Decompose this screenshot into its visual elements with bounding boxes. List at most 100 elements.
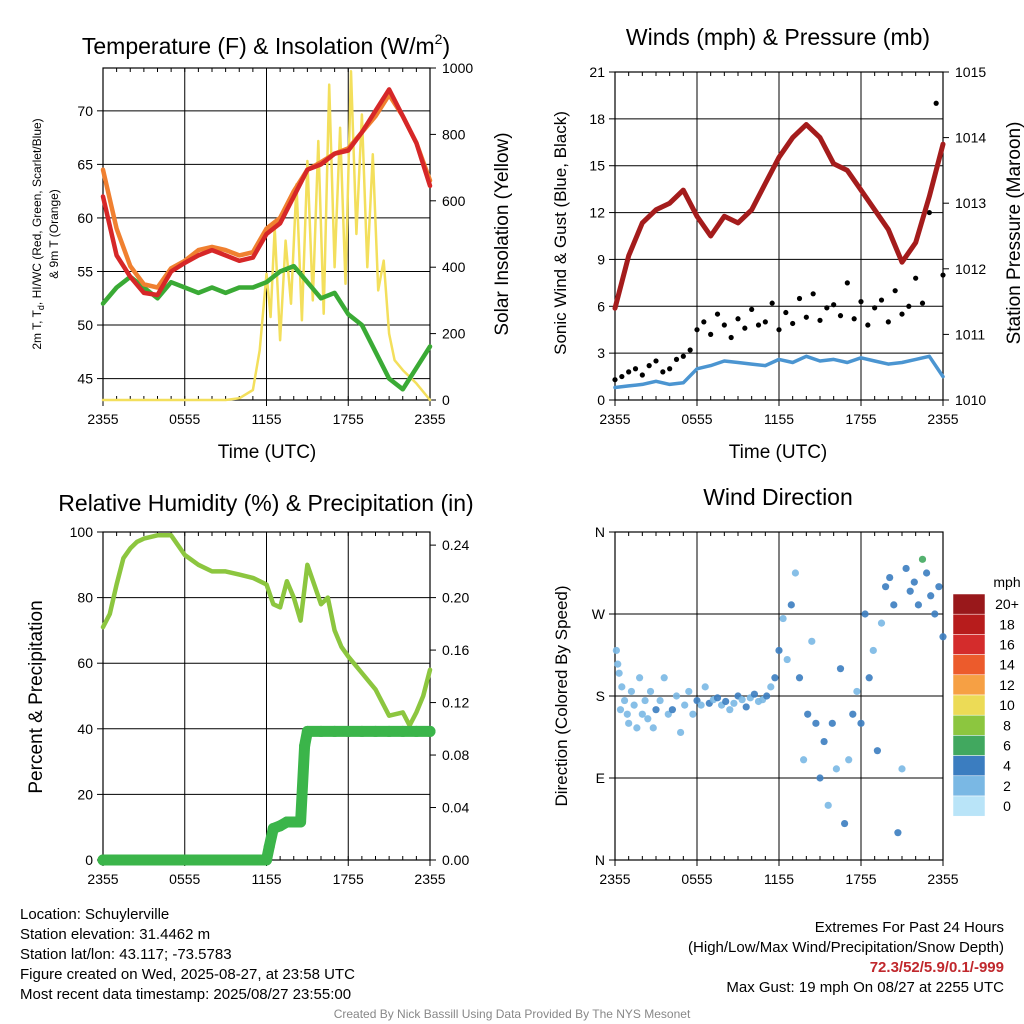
- precip-point: [410, 725, 422, 737]
- x-tick-label: 2355: [414, 411, 445, 427]
- precip-point: [383, 725, 395, 737]
- legend-label: 14: [999, 657, 1015, 673]
- direction-point: [927, 592, 935, 600]
- gust-point: [926, 209, 932, 216]
- y2-tick-label: 1014: [955, 130, 986, 146]
- gust-point: [626, 369, 632, 375]
- y-tick-label: 55: [77, 263, 93, 279]
- direction-point: [677, 728, 685, 737]
- legend-swatch: [952, 775, 986, 797]
- station-info: Location: Schuylerville Station elevatio…: [20, 905, 355, 1005]
- direction-point: [638, 710, 646, 718]
- gust-point: [667, 366, 673, 372]
- gust-point: [646, 363, 652, 369]
- direction-point: [616, 706, 625, 714]
- direction-point: [660, 674, 668, 682]
- y2-tick-label: 1010: [955, 392, 986, 408]
- direction-point: [738, 696, 746, 704]
- direction-point: [894, 829, 902, 837]
- plot-border: [614, 71, 944, 401]
- x-tick-label: 0555: [169, 411, 200, 427]
- gust-point: [653, 358, 659, 364]
- y-tick-label: 18: [589, 111, 605, 127]
- gust-point: [837, 313, 844, 319]
- x-tick-label: 2355: [599, 871, 630, 887]
- y-tick-label: 20: [77, 786, 93, 802]
- precip-point: [138, 854, 150, 866]
- y2-tick-label: 1015: [955, 64, 986, 80]
- precip-point: [356, 725, 368, 737]
- y2-tick-label: 1000: [442, 60, 473, 76]
- direction-point: [644, 715, 652, 723]
- precip-point: [397, 725, 409, 737]
- precip-point: [295, 816, 307, 828]
- y2-tick-label: 1011: [955, 326, 985, 342]
- y-tick-label: 50: [77, 317, 93, 333]
- direction-point: [886, 573, 894, 582]
- gust-point: [619, 373, 625, 380]
- precip-point: [192, 854, 204, 866]
- direction-point: [646, 687, 655, 696]
- gust-point: [858, 299, 864, 305]
- direction-point: [783, 655, 791, 664]
- direction-point: [627, 687, 636, 696]
- direction-point: [800, 756, 808, 764]
- direction-point: [836, 665, 845, 673]
- x-tick-label: 1755: [333, 411, 364, 427]
- gust-point: [735, 316, 741, 322]
- direction-point: [633, 724, 641, 732]
- gust-point: [844, 280, 850, 286]
- y-tick-label: 9: [597, 251, 605, 267]
- y2-tick-label: 0.12: [442, 695, 469, 711]
- x-tick-label: 2355: [927, 871, 958, 887]
- legend-swatch: [952, 613, 986, 635]
- gust-point: [796, 295, 803, 302]
- x-tick-label: 0555: [681, 871, 712, 887]
- direction-point: [623, 710, 631, 718]
- y-tick-label: 0: [597, 392, 605, 408]
- direction-point: [832, 765, 841, 773]
- temperature-line: [100, 87, 433, 298]
- panel-3: 2355 0555 1155 1755 2355 0 20 40 60 80 100 0.00 0.04…: [70, 524, 470, 887]
- temp-ylabel-left-2: & 9m T (Orange): [47, 189, 61, 279]
- rh-line: [100, 533, 433, 728]
- precip-point: [124, 854, 136, 866]
- legend-swatch: [952, 795, 986, 817]
- direction-point: [750, 690, 759, 698]
- y2-tick-label: 0.00: [442, 852, 469, 868]
- precip-point: [329, 725, 341, 737]
- extremes-info: Extremes For Past 24 Hours (High/Low/Max…: [688, 918, 1004, 998]
- direction-point: [918, 555, 927, 563]
- legend-swatch: [952, 674, 986, 696]
- direction-point: [824, 801, 832, 809]
- gust-point: [913, 275, 919, 281]
- elevation-text: Station elevation: 31.4462 m: [20, 926, 211, 943]
- y2-tick-label: 600: [442, 193, 466, 209]
- direction-point: [791, 569, 800, 577]
- gust-point: [728, 334, 734, 341]
- precip-point: [111, 854, 123, 866]
- legend-label: 2: [1003, 778, 1011, 794]
- y-tick-label: 60: [77, 210, 93, 226]
- direction-point: [939, 633, 947, 641]
- direction-point: [779, 614, 787, 623]
- direction-point: [620, 696, 629, 705]
- precip-point: [261, 854, 272, 866]
- direction-point: [612, 646, 620, 655]
- y-tick-label: N: [595, 852, 605, 868]
- legend-swatch: [952, 634, 986, 655]
- temp-ylabel-right: Solar Insolation (Yellow): [492, 132, 513, 335]
- temp-ylabel-left: 2m T, Td, HI/WC (Red, Green, Scarlet/Blu…: [30, 118, 46, 349]
- y-tick-label: 40: [77, 721, 93, 737]
- y-tick-label: 45: [77, 371, 93, 387]
- direction-point: [877, 619, 886, 627]
- plot-border: [102, 67, 431, 401]
- y-tick-label: W: [592, 606, 606, 622]
- precip-point: [247, 854, 259, 866]
- gust-point: [701, 319, 707, 325]
- x-tick-label: 2355: [87, 411, 118, 427]
- direction-point: [625, 719, 633, 727]
- gust-point: [755, 322, 762, 328]
- gust-point: [790, 320, 796, 327]
- x-tick-label: 1755: [845, 411, 876, 427]
